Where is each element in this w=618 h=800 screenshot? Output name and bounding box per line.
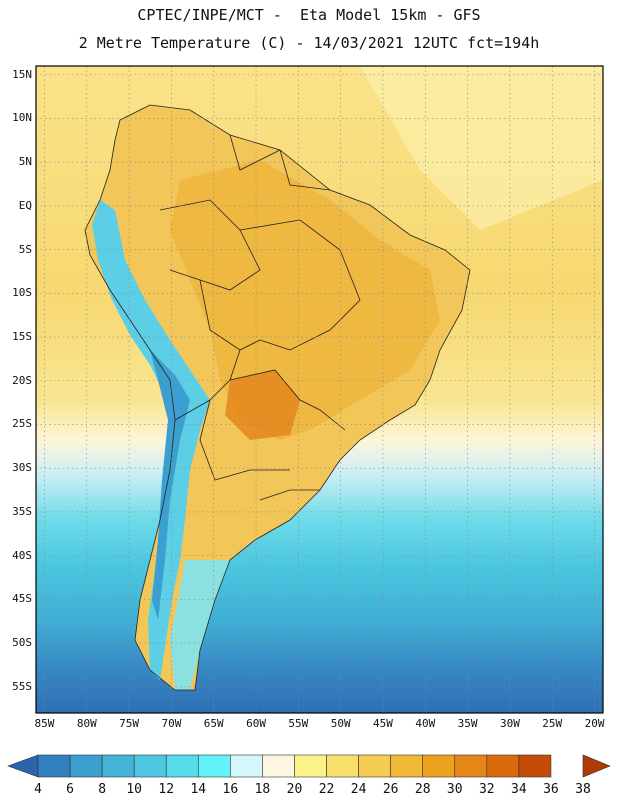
atlantic-warm-band — [360, 66, 603, 230]
lat-tick-label: 5S — [18, 242, 32, 256]
colorbar-segment — [454, 754, 488, 778]
colorbar-segment — [197, 754, 231, 778]
lon-tick-label: 25W — [542, 717, 563, 730]
lon-tick-label: 60W — [246, 717, 266, 730]
lat-tick-label: 55S — [12, 679, 32, 693]
colorbar-segment — [518, 754, 552, 778]
colorbar-tick-label: 30 — [446, 782, 463, 797]
lon-tick-label: 45W — [373, 717, 393, 730]
andes-cold-strip — [92, 200, 210, 680]
colorbar-tick-label: 14 — [190, 782, 207, 797]
colorbar-segment — [486, 754, 520, 778]
colorbar-segment — [326, 754, 359, 778]
lat-tick-label: 50S — [12, 636, 32, 650]
chart-title-line2: 2 Metre Temperature (C) - 14/03/2021 12U… — [78, 34, 540, 52]
lat-tick-label: 25S — [12, 417, 32, 431]
colorbar-tick-label: 10 — [126, 782, 142, 797]
lat-tick-label: 15N — [12, 67, 32, 81]
lon-tick-label: 80W — [76, 717, 97, 730]
lat-tick-label: 45S — [12, 592, 32, 606]
lon-tick-label: 35W — [457, 717, 478, 730]
colorbar-tick-label: 4 — [34, 782, 42, 797]
colorbar-tick-label: 18 — [254, 782, 271, 797]
lon-tick-label: 70W — [161, 717, 182, 730]
hot-spot-paraguay — [225, 370, 300, 440]
lon-tick-label: 55W — [288, 717, 309, 730]
colorbar — [7, 754, 611, 778]
chart-title-line1: CPTEC/INPE/MCT - Eta Model 15km - GFS — [137, 6, 481, 24]
colorbar-tick-label: 6 — [66, 782, 74, 797]
lat-tick-label: 10S — [12, 286, 32, 300]
colorbar-tick-label: 32 — [478, 782, 495, 797]
colorbar-segment — [262, 754, 295, 778]
colorbar-tick-label: 24 — [350, 782, 367, 797]
lat-tick-label: 40S — [12, 548, 32, 562]
map-grid — [36, 66, 603, 713]
map-area — [36, 66, 603, 713]
colorbar-tick-label: 8 — [98, 782, 107, 797]
colorbar-segment — [294, 754, 327, 778]
map-frame — [35, 65, 604, 714]
country-borders — [84, 104, 471, 691]
colorbar-segment — [133, 754, 167, 778]
colorbar-segment — [37, 754, 71, 778]
lon-tick-label: 40W — [415, 717, 436, 730]
colorbar-tick-label: 22 — [318, 782, 335, 797]
lat-tick-label: 5N — [18, 155, 32, 169]
lon-tick-label: 30W — [499, 717, 520, 730]
colorbar-segment — [358, 754, 391, 778]
lon-tick-label: 85W — [34, 717, 55, 730]
colorbar-right-arrow — [582, 754, 611, 778]
colorbar-segment — [230, 754, 263, 778]
lon-tick-label: 50W — [330, 717, 351, 730]
colorbar-tick-label: 12 — [158, 782, 175, 797]
colorbar-tick-label: 20 — [286, 782, 303, 797]
colorbar-segment — [165, 754, 199, 778]
lon-tick-label: 65W — [203, 717, 224, 730]
lat-tick-label: EQ — [18, 198, 32, 212]
colorbar-segment — [101, 754, 135, 778]
colorbar-segment — [69, 754, 103, 778]
lat-tick-label: 30S — [12, 461, 32, 475]
colorbar-tick-label: 38 — [575, 782, 591, 797]
colorbar-tick-label: 26 — [382, 782, 399, 797]
lon-tick-label: 75W — [119, 717, 140, 730]
colorbar-segment — [390, 754, 424, 778]
colorbar-segment — [422, 754, 456, 778]
lat-tick-label: 10N — [12, 111, 32, 125]
colorbar-tick-label: 34 — [511, 782, 527, 797]
lat-tick-label: 20S — [12, 373, 32, 387]
lat-tick-label: 15S — [12, 330, 32, 344]
lon-tick-label: 20W — [584, 717, 605, 730]
lat-tick-label: 35S — [12, 504, 32, 518]
hot-interior — [170, 160, 440, 440]
colorbar-tick-label: 36 — [543, 782, 559, 797]
patagonia-cool — [170, 560, 230, 690]
colorbar-left-arrow — [7, 754, 39, 778]
colorbar-tick-label: 16 — [222, 782, 239, 797]
colorbar-tick-label: 28 — [414, 782, 431, 797]
